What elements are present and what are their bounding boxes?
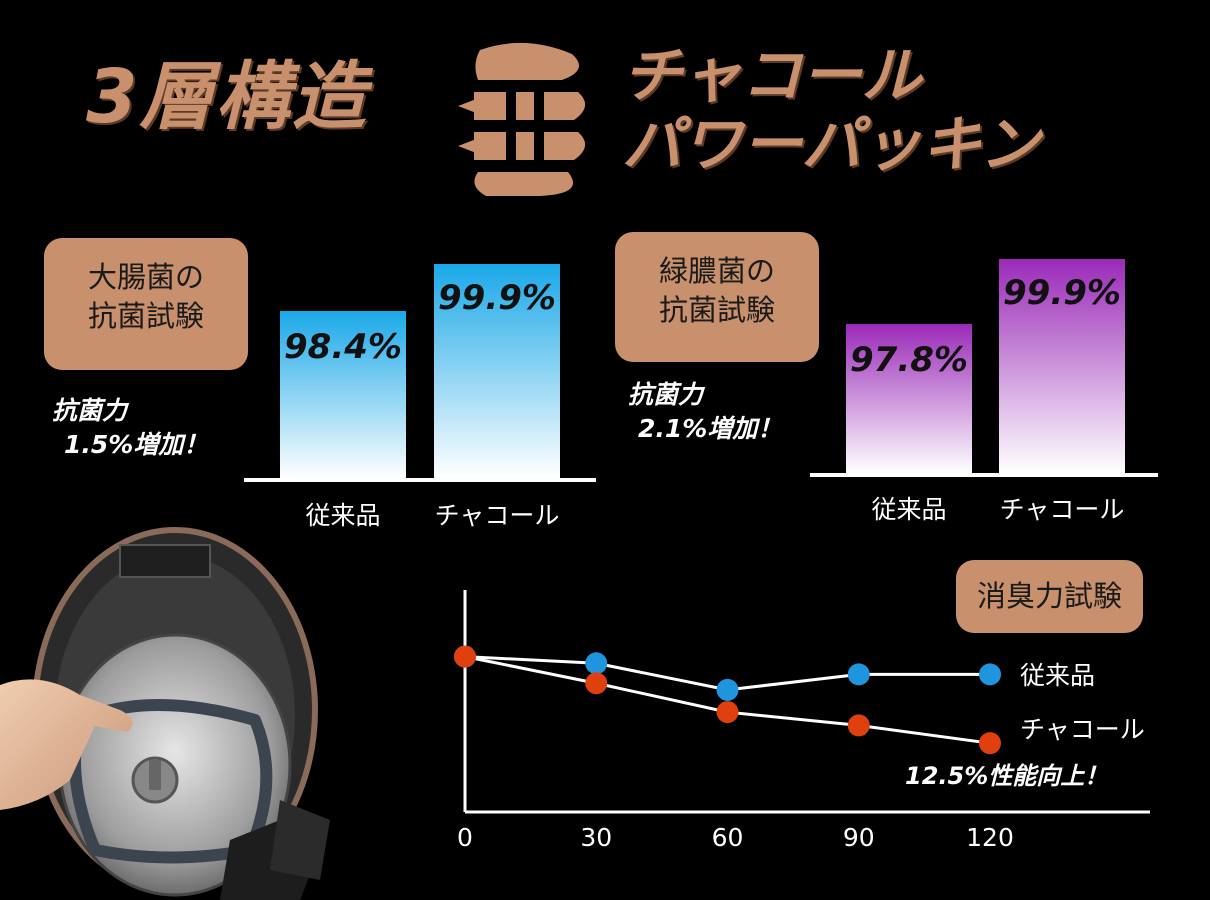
- series-1-point: [979, 732, 1001, 755]
- title-main: 3層構造: [86, 54, 368, 140]
- category-label: チャコール: [434, 501, 560, 530]
- x-tick-label: 60: [712, 823, 744, 852]
- three-layer-logo-icon: [458, 42, 586, 196]
- series-1-point: [585, 672, 608, 695]
- series-0-point: [847, 663, 870, 686]
- title-right-line2: パワーパッキン: [622, 110, 1040, 180]
- series-1-point: [454, 645, 476, 668]
- series-0-point: [716, 678, 739, 701]
- x-tick-label: 90: [843, 823, 875, 852]
- note-ecoli-line2: 1.5%増加！: [64, 429, 209, 459]
- bar-pseudomonas-charcoal-label: 99.9%: [1003, 273, 1121, 314]
- tag-ecoli-line1: 大腸菌の: [87, 260, 204, 294]
- category-label: 従来品: [871, 495, 947, 524]
- note-pseudomonas-line1: 抗菌力: [628, 380, 704, 409]
- category-label: 従来品: [305, 501, 381, 530]
- note-pseudomonas: 抗菌力 2.1%増加！: [628, 378, 782, 446]
- rice-cooker-photo: [0, 527, 330, 900]
- bar-ecoli-charcoal-label: 99.9%: [438, 278, 556, 319]
- bar-pseudomonas-charcoal: 99.9%: [999, 259, 1125, 473]
- bar-chart-2-baseline: [810, 473, 1158, 477]
- note-ecoli-line1: 抗菌力: [52, 396, 128, 425]
- title-right: チャコール パワーパッキン: [622, 42, 1040, 180]
- x-tick-label: 120: [966, 823, 1014, 852]
- title-right-line1: チャコール: [622, 41, 922, 111]
- note-pseudomonas-line2: 2.1%増加！: [638, 413, 783, 443]
- series-1-point: [847, 714, 870, 737]
- bar-ecoli-charcoal: 99.9%: [434, 264, 560, 478]
- series-0-point: [979, 663, 1001, 686]
- bar-pseudomonas-conventional-label: 97.8%: [850, 340, 968, 381]
- tag-deodorize: 消臭力試験: [956, 560, 1143, 633]
- tag-pseudomonas-line2: 抗菌試験: [658, 293, 775, 328]
- bar-pseudomonas-conventional: 97.8%: [846, 324, 972, 473]
- bar-ecoli-conventional: 98.4%: [280, 310, 406, 478]
- x-tick-label: 0: [457, 823, 473, 852]
- tag-pseudomonas-line1: 緑膿菌の: [658, 254, 775, 288]
- legend-charcoal: チャコール: [1020, 715, 1145, 744]
- x-tick-label: 30: [580, 823, 612, 852]
- deodorize-line-chart: 0 30 60 90 120: [454, 590, 1150, 852]
- series-0-point: [585, 652, 608, 675]
- tag-ecoli: 大腸菌の 抗菌試験: [44, 238, 248, 370]
- note-ecoli: 抗菌力 1.5%増加！: [52, 394, 208, 462]
- tag-ecoli-line2: 抗菌試験: [87, 299, 204, 334]
- tag-pseudomonas: 緑膿菌の 抗菌試験: [615, 232, 819, 362]
- legend-conventional: 従来品: [1020, 661, 1096, 690]
- bar-ecoli-conventional-label: 98.4%: [284, 326, 402, 367]
- series-1-point: [716, 701, 739, 724]
- note-deodorize: 12.5%性能向上！: [905, 762, 1109, 790]
- category-label: チャコール: [999, 495, 1125, 524]
- bar-chart-1-baseline: [244, 478, 596, 482]
